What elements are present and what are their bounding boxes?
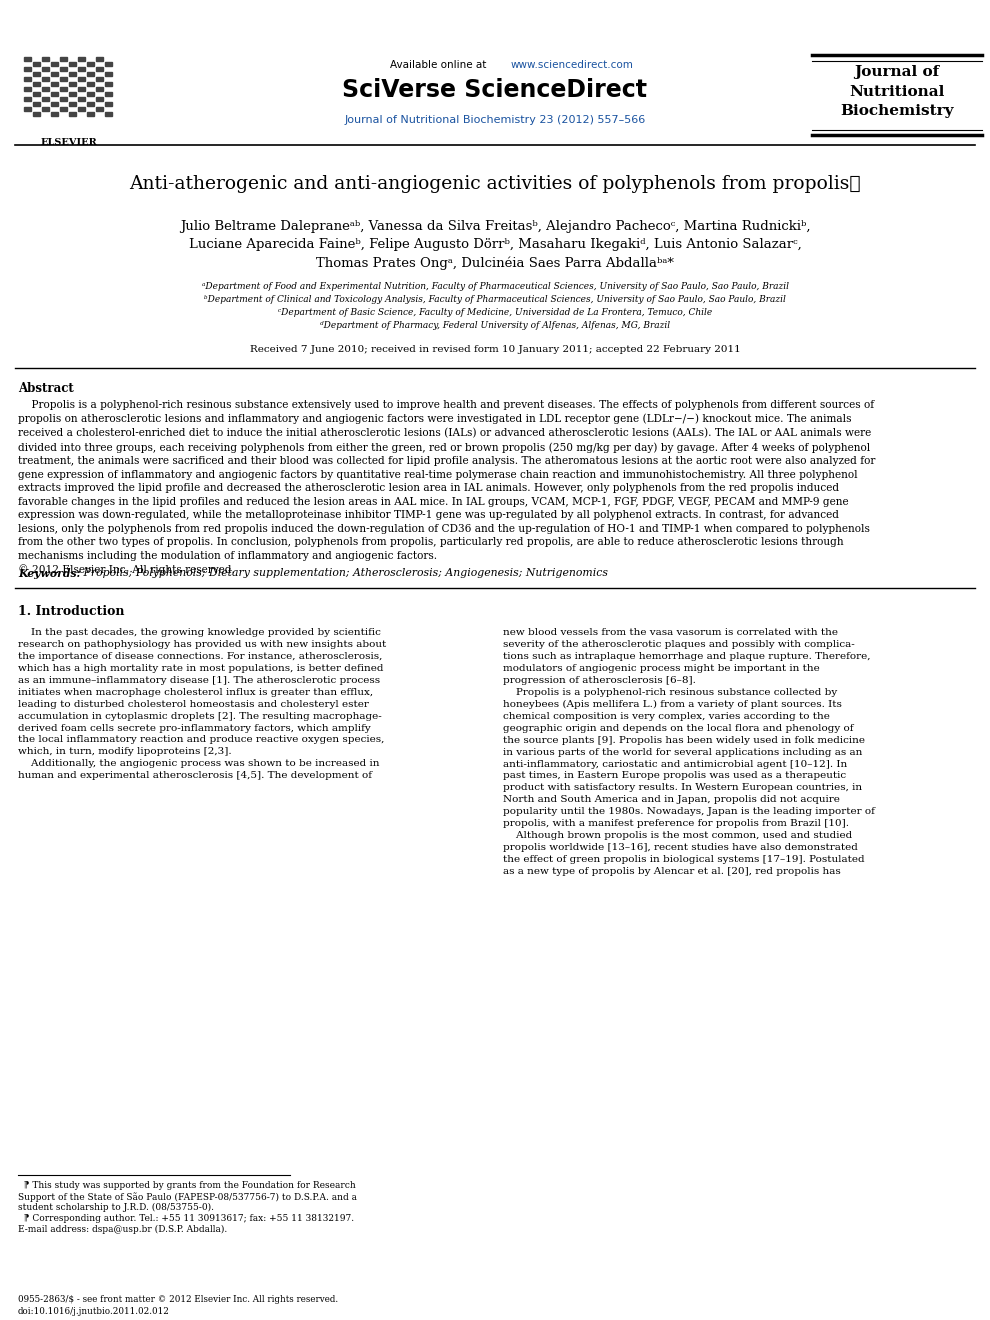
Text: Support of the State of São Paulo (FAPESP-08/537756-7) to D.S.P.A. and a: Support of the State of São Paulo (FAPES… (18, 1192, 357, 1201)
Text: new blood vessels from the vasa vasorum is correlated with the
severity of the a: new blood vessels from the vasa vasorum … (503, 628, 875, 876)
Bar (96, 77, 103, 81)
Bar (60, 87, 67, 91)
Bar (78, 67, 85, 71)
Text: Keywords:: Keywords: (18, 568, 80, 579)
Bar (33, 102, 40, 106)
Text: www.sciencedirect.com: www.sciencedirect.com (511, 59, 634, 70)
Text: 0955-2863/$ - see front matter © 2012 Elsevier Inc. All rights reserved.: 0955-2863/$ - see front matter © 2012 El… (18, 1295, 339, 1304)
Text: ELSEVIER: ELSEVIER (41, 139, 97, 147)
Bar (24, 107, 31, 111)
Bar (87, 73, 94, 77)
Bar (42, 77, 49, 81)
Bar (96, 96, 103, 102)
Bar (105, 82, 112, 86)
Bar (42, 67, 49, 71)
Text: 1. Introduction: 1. Introduction (18, 605, 125, 618)
Bar (105, 62, 112, 66)
Bar (51, 112, 58, 116)
Bar (24, 96, 31, 102)
Bar (33, 62, 40, 66)
Bar (87, 102, 94, 106)
Bar (69, 62, 76, 66)
Text: ᵃDepartment of Food and Experimental Nutrition, Faculty of Pharmaceutical Scienc: ᵃDepartment of Food and Experimental Nut… (202, 282, 788, 290)
Bar (33, 92, 40, 96)
Bar (78, 107, 85, 111)
Bar (60, 107, 67, 111)
Bar (87, 92, 94, 96)
Bar (78, 77, 85, 81)
Bar (51, 92, 58, 96)
Bar (69, 73, 76, 77)
Text: ⁋ Corresponding author. Tel.: +55 11 30913617; fax: +55 11 38132197.: ⁋ Corresponding author. Tel.: +55 11 309… (18, 1214, 354, 1224)
Text: In the past decades, the growing knowledge provided by scientific
research on pa: In the past decades, the growing knowled… (18, 628, 386, 780)
Bar (78, 57, 85, 61)
Bar (33, 82, 40, 86)
Text: Thomas Prates Ongᵃ, Dulcinéia Saes Parra Abdallaᵇᵃ*: Thomas Prates Ongᵃ, Dulcinéia Saes Parra… (316, 256, 674, 269)
Text: E-mail address: dspa@usp.br (D.S.P. Abdalla).: E-mail address: dspa@usp.br (D.S.P. Abda… (18, 1225, 228, 1234)
Bar (96, 107, 103, 111)
Bar (87, 82, 94, 86)
Text: ᵇDepartment of Clinical and Toxicology Analysis, Faculty of Pharmaceutical Scien: ᵇDepartment of Clinical and Toxicology A… (204, 294, 786, 304)
Bar (78, 96, 85, 102)
Bar (24, 57, 31, 61)
Bar (33, 73, 40, 77)
Text: Propolis; Polyphenols; Dietary supplementation; Atherosclerosis; Angiogenesis; N: Propolis; Polyphenols; Dietary supplemen… (80, 568, 608, 578)
Bar (24, 67, 31, 71)
Text: Journal of Nutritional Biochemistry 23 (2012) 557–566: Journal of Nutritional Biochemistry 23 (… (345, 115, 645, 125)
Bar (24, 77, 31, 81)
Bar (69, 112, 76, 116)
Bar (42, 57, 49, 61)
Text: Abstract: Abstract (18, 381, 73, 395)
Bar (51, 102, 58, 106)
Bar (60, 57, 67, 61)
Bar (69, 102, 76, 106)
Text: Luciane Aparecida Faineᵇ, Felipe Augusto Dörrᵇ, Masaharu Ikegakiᵈ, Luis Antonio : Luciane Aparecida Faineᵇ, Felipe Augusto… (189, 238, 801, 251)
Bar (78, 87, 85, 91)
Text: Julio Beltrame Dalepraneᵃᵇ, Vanessa da Silva Freitasᵇ, Alejandro Pachecoᶜ, Marti: Julio Beltrame Dalepraneᵃᵇ, Vanessa da S… (180, 220, 810, 234)
Bar (51, 62, 58, 66)
Bar (51, 73, 58, 77)
Text: doi:10.1016/j.jnutbio.2011.02.012: doi:10.1016/j.jnutbio.2011.02.012 (18, 1307, 170, 1316)
Bar (24, 87, 31, 91)
Bar (69, 82, 76, 86)
Text: ᶜDepartment of Basic Science, Faculty of Medicine, Universidad de La Frontera, T: ᶜDepartment of Basic Science, Faculty of… (278, 308, 712, 317)
Text: ᵈDepartment of Pharmacy, Federal University of Alfenas, Alfenas, MG, Brazil: ᵈDepartment of Pharmacy, Federal Univers… (320, 321, 670, 330)
Text: Propolis is a polyphenol-rich resinous substance extensively used to improve hea: Propolis is a polyphenol-rich resinous s… (18, 400, 875, 576)
Bar (42, 96, 49, 102)
Text: Received 7 June 2010; received in revised form 10 January 2011; accepted 22 Febr: Received 7 June 2010; received in revise… (249, 345, 741, 354)
Bar (87, 62, 94, 66)
Bar (33, 112, 40, 116)
Text: Journal of
Nutritional
Biochemistry: Journal of Nutritional Biochemistry (841, 65, 953, 117)
Bar (60, 96, 67, 102)
Bar (51, 82, 58, 86)
Text: SciVerse ScienceDirect: SciVerse ScienceDirect (343, 78, 647, 102)
Bar (60, 67, 67, 71)
Bar (42, 87, 49, 91)
Bar (105, 73, 112, 77)
Bar (60, 77, 67, 81)
Bar (105, 102, 112, 106)
Text: student scholarship to J.R.D. (08/53755-0).: student scholarship to J.R.D. (08/53755-… (18, 1203, 214, 1212)
Text: ⁋ This study was supported by grants from the Foundation for Research: ⁋ This study was supported by grants fro… (18, 1181, 355, 1191)
Bar (96, 67, 103, 71)
Bar (69, 92, 76, 96)
Text: Anti-atherogenic and anti-angiogenic activities of polyphenols from propolis☆: Anti-atherogenic and anti-angiogenic act… (129, 176, 861, 193)
Bar (96, 57, 103, 61)
Bar (105, 112, 112, 116)
Bar (42, 107, 49, 111)
Bar (87, 112, 94, 116)
Bar (105, 92, 112, 96)
Text: Available online at: Available online at (390, 59, 490, 70)
Bar (96, 87, 103, 91)
